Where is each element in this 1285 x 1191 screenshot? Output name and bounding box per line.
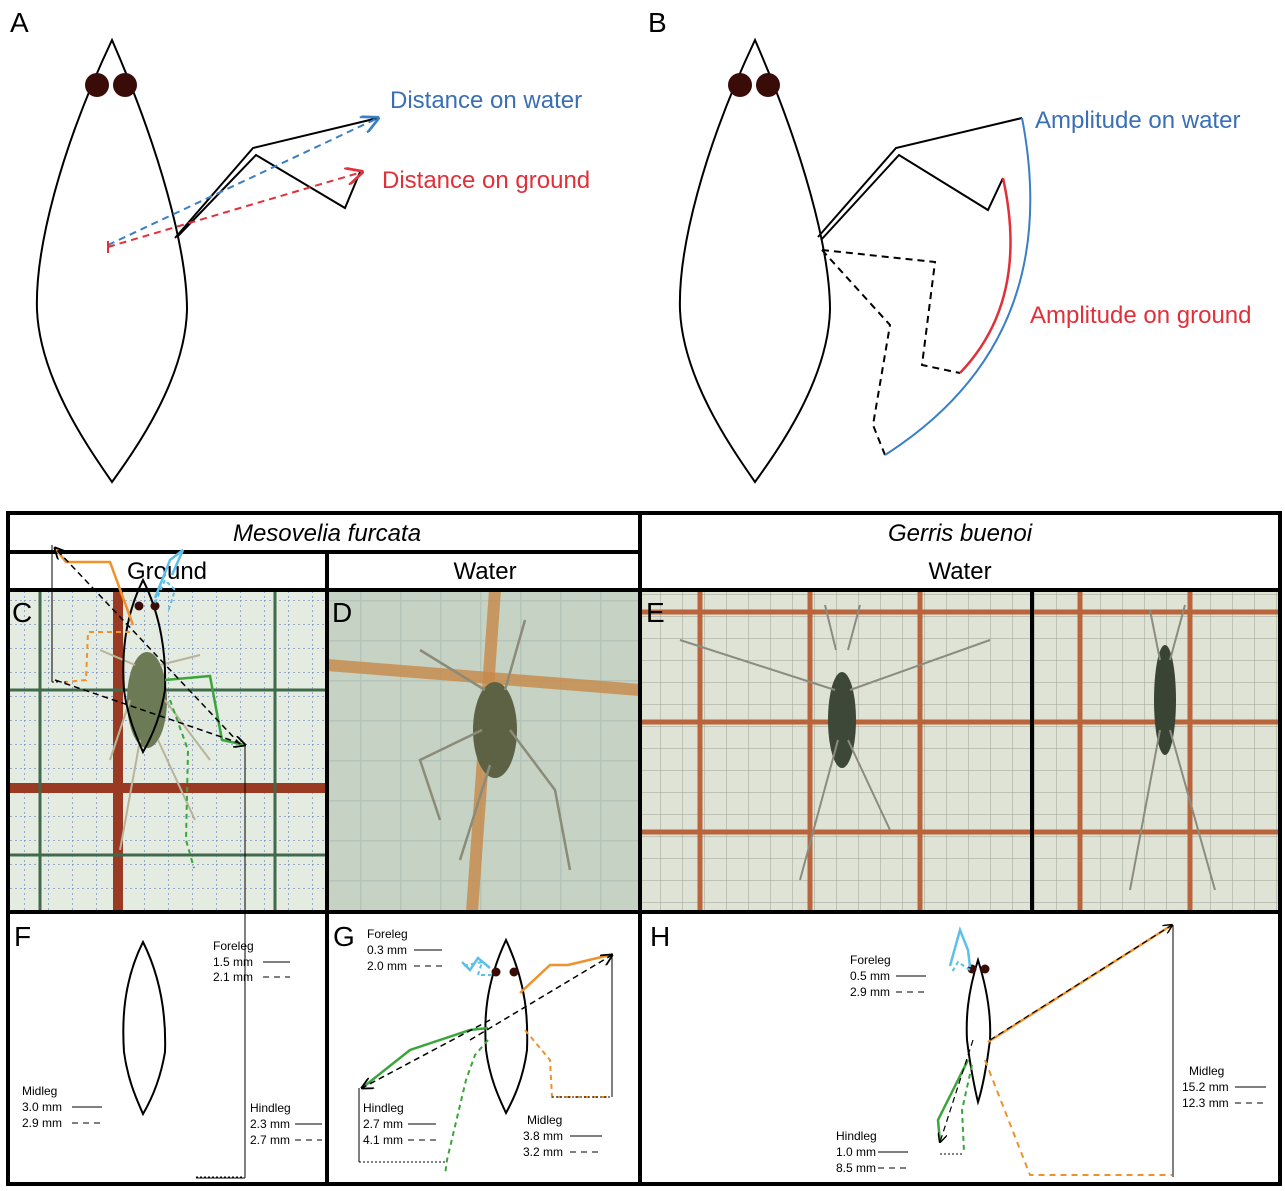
panel-label: C bbox=[12, 597, 32, 628]
shape bbox=[123, 942, 165, 1114]
panel-h: H Foreleg 0.5 mm 2.9 mm Midleg 15.2 mm 1… bbox=[650, 921, 1266, 1177]
annotation: Amplitude on water bbox=[1035, 107, 1240, 134]
annotation: Distance on ground bbox=[382, 167, 590, 194]
leg-solid: 2.3 mm bbox=[250, 1117, 290, 1131]
shape bbox=[175, 118, 378, 238]
leg-dashed: 2.7 mm bbox=[250, 1133, 290, 1147]
leg-dashed: 3.2 mm bbox=[523, 1145, 563, 1159]
shape bbox=[85, 73, 109, 97]
leg-dashed: 2.9 mm bbox=[850, 985, 890, 999]
leg-dashed: 2.9 mm bbox=[22, 1116, 62, 1130]
leg-name: Foreleg bbox=[850, 953, 891, 967]
leg-name: Midleg bbox=[1189, 1064, 1224, 1078]
shape bbox=[952, 962, 970, 972]
panel-f-body bbox=[123, 942, 165, 1114]
panel-label: H bbox=[650, 921, 670, 952]
shape bbox=[510, 968, 519, 977]
leg-solid: 2.7 mm bbox=[363, 1117, 403, 1131]
leg-dashed: 2.0 mm bbox=[367, 959, 407, 973]
leg-dashed: 2.1 mm bbox=[213, 970, 253, 984]
leg-solid: 1.5 mm bbox=[213, 955, 253, 969]
shape bbox=[113, 73, 137, 97]
shape bbox=[127, 652, 167, 748]
shape bbox=[950, 930, 970, 967]
shape bbox=[462, 958, 490, 970]
shape bbox=[680, 40, 830, 482]
leg-name: Midleg bbox=[22, 1084, 57, 1098]
shape bbox=[108, 172, 362, 247]
panel-label: D bbox=[332, 597, 352, 628]
shape bbox=[492, 968, 501, 977]
insect-body bbox=[37, 40, 187, 482]
shape bbox=[981, 965, 990, 974]
shape bbox=[470, 955, 612, 1040]
species-header: Gerris buenoi bbox=[888, 520, 1033, 547]
panel-label: G bbox=[333, 921, 355, 952]
leg-dashed: 12.3 mm bbox=[1182, 1096, 1229, 1110]
substrate-header: Ground bbox=[127, 558, 207, 585]
shape bbox=[728, 73, 752, 97]
substrate-header: Water bbox=[453, 558, 516, 585]
panel-label: E bbox=[646, 597, 665, 628]
shape bbox=[462, 962, 492, 975]
leg-name: Foreleg bbox=[367, 927, 408, 941]
annotation: Amplitude on ground bbox=[1030, 302, 1251, 329]
species-header: Mesovelia furcata bbox=[233, 520, 421, 547]
shape bbox=[135, 602, 144, 611]
shape bbox=[818, 118, 1022, 237]
shape bbox=[821, 155, 1003, 240]
leg-dashed: 4.1 mm bbox=[363, 1133, 403, 1147]
leg-name: Hindleg bbox=[250, 1101, 291, 1115]
panel-label: F bbox=[14, 921, 31, 952]
shape bbox=[8, 590, 327, 912]
leg-name: Hindleg bbox=[836, 1129, 877, 1143]
leg-solid: 15.2 mm bbox=[1182, 1080, 1229, 1094]
shape bbox=[967, 960, 991, 1102]
panel-a: A Distance on water Distance on ground bbox=[10, 7, 590, 482]
leg-name: Foreleg bbox=[213, 939, 254, 953]
shape bbox=[108, 118, 378, 245]
shape bbox=[362, 1088, 608, 1097]
leg-solid: 3.8 mm bbox=[523, 1129, 563, 1143]
figure: A Distance on water Distance on ground B… bbox=[0, 0, 1285, 1186]
shape bbox=[885, 118, 1030, 455]
annotation: Distance on water bbox=[390, 87, 582, 114]
leg-solid: 1.0 mm bbox=[836, 1145, 876, 1159]
shape bbox=[445, 1040, 488, 1175]
shape bbox=[362, 1028, 488, 1088]
panel-g: G Foreleg 0.3 mm 2.0 mm Hindleg 2.7 mm 4… bbox=[333, 921, 612, 1175]
shape bbox=[640, 590, 1280, 912]
shape bbox=[822, 250, 890, 455]
shape bbox=[985, 1060, 1172, 1175]
panel-label: B bbox=[648, 7, 667, 38]
leg-dashed: 8.5 mm bbox=[836, 1161, 876, 1175]
shape bbox=[178, 155, 360, 236]
table: Mesovelia furcata Gerris buenoi Ground W… bbox=[8, 513, 1280, 1184]
shape bbox=[962, 1065, 972, 1152]
panel-label: A bbox=[10, 7, 29, 38]
panel-b: B Amplitude on water Amplitude on ground bbox=[648, 7, 1251, 482]
shape bbox=[362, 1020, 490, 1088]
shape bbox=[828, 672, 856, 768]
leg-solid: 3.0 mm bbox=[22, 1100, 62, 1114]
leg-solid: 0.3 mm bbox=[367, 943, 407, 957]
shape bbox=[520, 955, 610, 993]
shape bbox=[756, 73, 780, 97]
shape bbox=[525, 1030, 608, 1097]
substrate-header: Water bbox=[928, 558, 991, 585]
leg-name: Midleg bbox=[527, 1113, 562, 1127]
leg-solid: 0.5 mm bbox=[850, 969, 890, 983]
shape bbox=[822, 250, 960, 373]
leg-name: Hindleg bbox=[363, 1101, 404, 1115]
